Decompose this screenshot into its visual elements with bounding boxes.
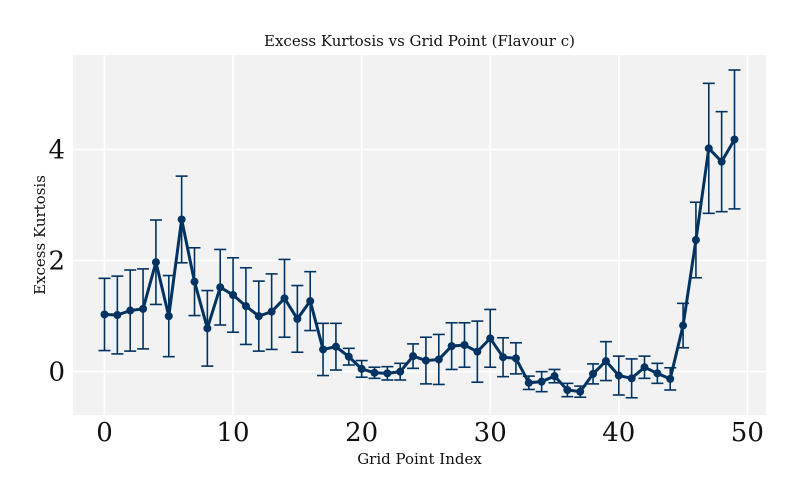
data-point	[640, 363, 649, 372]
data-point	[511, 354, 520, 363]
data-point	[730, 135, 739, 144]
data-point	[434, 355, 443, 364]
data-point	[126, 306, 135, 315]
data-point	[203, 324, 212, 333]
data-point	[473, 347, 482, 356]
grid-lines	[73, 55, 766, 415]
data-point	[524, 378, 533, 387]
x-tick-label: 0	[96, 418, 113, 448]
data-point	[653, 369, 662, 378]
data-point	[306, 297, 315, 306]
data-point	[576, 387, 585, 396]
y-tick-label: 0	[48, 358, 65, 388]
x-tick-label: 40	[602, 418, 635, 448]
y-tick-label: 4	[48, 135, 65, 165]
chart-title: Excess Kurtosis vs Grid Point (Flavour c…	[264, 32, 575, 50]
data-point	[499, 353, 508, 362]
data-point	[190, 277, 199, 286]
data-point	[409, 352, 418, 361]
x-tick-label: 30	[474, 418, 507, 448]
y-axis-label: Excess Kurtosis	[31, 175, 49, 295]
data-point	[164, 312, 173, 321]
data-point	[589, 369, 598, 378]
data-point	[460, 341, 469, 349]
data-point	[370, 368, 379, 377]
data-point	[331, 342, 340, 351]
x-tick-label: 10	[217, 418, 250, 448]
data-point	[254, 312, 263, 321]
data-point	[717, 157, 726, 166]
data-point	[139, 304, 148, 313]
data-point	[627, 374, 636, 383]
data-point	[280, 294, 289, 303]
data-point	[601, 357, 610, 366]
data-point	[563, 386, 572, 394]
data-point	[666, 374, 675, 383]
data-point	[357, 364, 366, 373]
y-tick-labels: 0 2 4	[48, 135, 65, 387]
y-tick-label: 2	[48, 247, 65, 277]
data-point	[691, 236, 700, 244]
data-point	[177, 215, 186, 224]
data-point	[447, 342, 456, 351]
data-point	[396, 367, 405, 376]
x-axis-label: Grid Point Index	[357, 450, 482, 468]
data-point	[614, 371, 623, 380]
x-tick-label: 20	[345, 418, 378, 448]
data-point	[267, 307, 276, 316]
data-point	[421, 356, 430, 365]
data-point	[229, 291, 238, 299]
data-point	[100, 310, 109, 319]
data-point	[241, 302, 250, 311]
data-point	[293, 314, 302, 323]
x-tick-label: 50	[731, 418, 764, 448]
data-point	[151, 258, 160, 267]
data-point	[486, 334, 495, 343]
data-point	[216, 283, 225, 292]
plot-area	[73, 55, 766, 415]
data-point	[113, 311, 122, 319]
data-point	[344, 352, 353, 361]
data-point	[383, 369, 392, 378]
data-point	[679, 321, 688, 330]
data-point	[550, 372, 559, 381]
data-point	[537, 377, 546, 386]
data-point	[319, 345, 328, 354]
data-point	[704, 144, 713, 153]
data-points	[100, 135, 739, 396]
x-tick-labels: 0 10 20 30 40 50	[96, 418, 764, 448]
